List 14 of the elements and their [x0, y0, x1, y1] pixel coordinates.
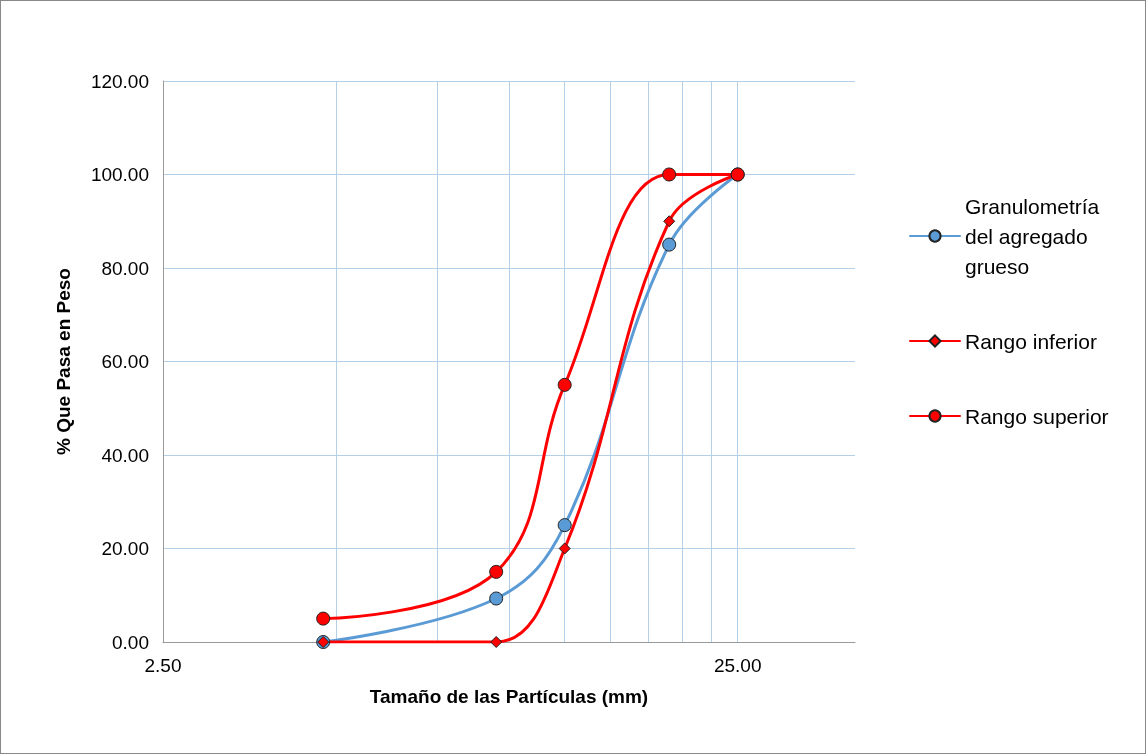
legend-label: Rango superior — [965, 404, 1109, 428]
y-tick-label: 0.00 — [112, 631, 149, 653]
y-axis-title: % Que Pasa en Peso — [53, 268, 74, 455]
y-tick-label: 40.00 — [101, 444, 149, 466]
y-tick-label: 20.00 — [101, 538, 149, 559]
x-tick-label: 25.00 — [713, 655, 762, 676]
legend-label: Granulometría del agregado grueso — [965, 194, 1106, 278]
y-tick-label: 60.00 — [101, 351, 149, 372]
legend-label: Rango inferior — [965, 329, 1097, 353]
x-axis-title: Tamaño de las Partículas (mm) — [369, 686, 649, 707]
y-tick-label: 80.00 — [101, 257, 149, 279]
y-tick-label: 100.00 — [90, 164, 149, 185]
x-tick-label: 2.50 — [144, 655, 182, 676]
y-tick-label: 120.00 — [90, 70, 149, 92]
